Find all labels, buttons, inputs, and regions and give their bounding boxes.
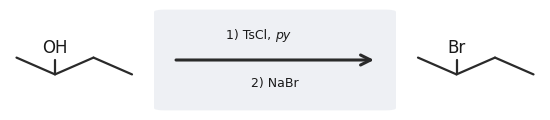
Text: OH: OH xyxy=(42,39,68,57)
Text: Br: Br xyxy=(447,39,466,57)
Text: py: py xyxy=(275,30,290,42)
Text: 1) TsCl,: 1) TsCl, xyxy=(226,30,275,42)
Text: 2) NaBr: 2) NaBr xyxy=(251,78,299,90)
FancyBboxPatch shape xyxy=(154,10,396,110)
